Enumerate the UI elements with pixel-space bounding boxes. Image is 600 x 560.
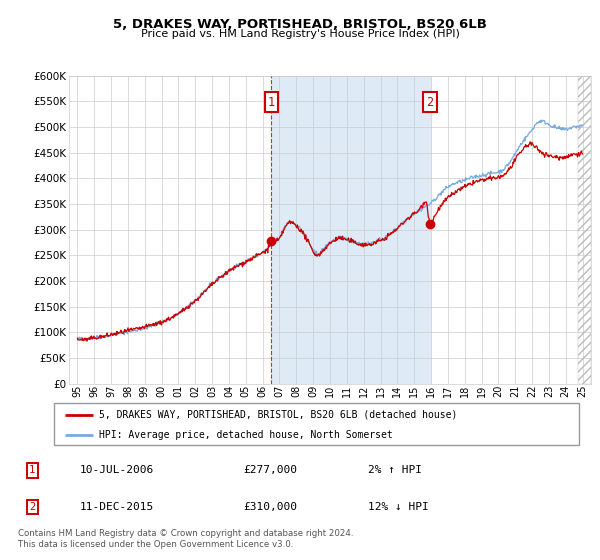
Text: 5, DRAKES WAY, PORTISHEAD, BRISTOL, BS20 6LB (detached house): 5, DRAKES WAY, PORTISHEAD, BRISTOL, BS20… bbox=[98, 410, 457, 420]
Text: 2: 2 bbox=[427, 96, 434, 109]
Text: 1: 1 bbox=[268, 96, 275, 109]
Text: Contains HM Land Registry data © Crown copyright and database right 2024.
This d: Contains HM Land Registry data © Crown c… bbox=[18, 529, 353, 549]
Text: 2: 2 bbox=[29, 502, 35, 512]
Text: £310,000: £310,000 bbox=[244, 502, 298, 512]
Text: 10-JUL-2006: 10-JUL-2006 bbox=[80, 465, 154, 475]
Text: HPI: Average price, detached house, North Somerset: HPI: Average price, detached house, Nort… bbox=[98, 430, 392, 440]
Text: 2% ↑ HPI: 2% ↑ HPI bbox=[368, 465, 422, 475]
Text: 1: 1 bbox=[29, 465, 35, 475]
Text: 12% ↓ HPI: 12% ↓ HPI bbox=[368, 502, 428, 512]
Text: 11-DEC-2015: 11-DEC-2015 bbox=[80, 502, 154, 512]
Text: Price paid vs. HM Land Registry's House Price Index (HPI): Price paid vs. HM Land Registry's House … bbox=[140, 29, 460, 39]
Text: £277,000: £277,000 bbox=[244, 465, 298, 475]
Bar bbox=[271, 76, 430, 384]
Text: 5, DRAKES WAY, PORTISHEAD, BRISTOL, BS20 6LB: 5, DRAKES WAY, PORTISHEAD, BRISTOL, BS20… bbox=[113, 18, 487, 31]
